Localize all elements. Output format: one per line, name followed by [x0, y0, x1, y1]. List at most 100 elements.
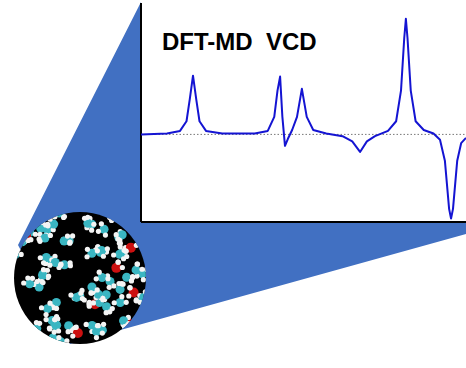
atom	[105, 276, 110, 281]
atom	[99, 221, 104, 226]
y-axis	[140, 3, 142, 222]
atom	[48, 333, 57, 342]
atom	[101, 322, 106, 327]
atom	[126, 321, 131, 326]
atom	[139, 267, 144, 272]
atom	[30, 276, 35, 281]
atom	[91, 300, 96, 305]
atom	[48, 233, 53, 238]
atom	[111, 283, 116, 288]
atom	[18, 237, 27, 246]
atom	[16, 244, 21, 249]
atom	[100, 330, 105, 335]
atom	[127, 285, 132, 290]
atom	[92, 327, 101, 336]
atom	[112, 300, 117, 305]
atom	[101, 254, 106, 259]
atom	[78, 291, 83, 296]
atom	[96, 229, 101, 234]
atom	[95, 323, 100, 328]
atom	[52, 317, 57, 322]
atom	[128, 218, 137, 227]
grid-line	[141, 134, 466, 135]
series	[141, 19, 466, 219]
atom	[10, 222, 15, 227]
atom	[62, 214, 67, 219]
atom	[40, 220, 45, 225]
atom	[100, 296, 105, 301]
atom	[84, 254, 89, 259]
atom	[143, 289, 148, 294]
x-axis	[141, 221, 466, 223]
atom	[21, 233, 26, 238]
atom	[52, 321, 61, 330]
atom	[52, 317, 57, 322]
atom	[120, 282, 125, 287]
atom	[126, 293, 131, 298]
atom	[31, 331, 36, 336]
atom	[41, 260, 46, 265]
atom	[121, 256, 126, 261]
atom	[16, 222, 21, 227]
molecules	[10, 209, 151, 351]
atom	[22, 232, 27, 237]
atom	[80, 296, 85, 301]
atom	[85, 247, 90, 252]
atom	[26, 220, 31, 225]
atom	[115, 259, 120, 264]
atom	[21, 280, 26, 285]
atom	[95, 287, 100, 292]
atom	[52, 214, 57, 219]
atom	[44, 337, 49, 342]
atom	[24, 230, 29, 235]
atom	[134, 261, 139, 266]
atom	[11, 225, 20, 234]
atom	[43, 312, 48, 317]
atom	[127, 285, 132, 290]
atom	[23, 339, 28, 344]
atom	[15, 247, 20, 252]
atom	[26, 220, 31, 225]
atom	[47, 263, 52, 268]
atom	[103, 232, 108, 237]
atom	[11, 222, 16, 227]
atom	[132, 265, 141, 274]
atom	[111, 252, 116, 257]
atom	[65, 234, 70, 239]
atom	[89, 290, 94, 295]
atom	[94, 276, 99, 281]
atom	[135, 261, 140, 266]
atom	[27, 228, 32, 233]
atom	[89, 228, 94, 233]
atom	[144, 267, 149, 272]
atom	[38, 271, 47, 280]
atom	[145, 299, 150, 304]
atom	[39, 279, 44, 284]
atom	[120, 265, 125, 270]
atom	[11, 250, 20, 259]
atom	[95, 323, 100, 328]
atom	[20, 330, 30, 340]
atom	[138, 212, 147, 221]
atom	[25, 275, 30, 280]
atom	[107, 309, 112, 314]
atom	[47, 326, 52, 331]
atom	[118, 244, 123, 249]
atom	[114, 232, 119, 237]
spectrum-line	[141, 19, 466, 219]
atom	[47, 326, 52, 331]
atom	[145, 210, 150, 215]
snapshot	[14, 212, 146, 344]
atom	[137, 300, 142, 305]
atom	[109, 218, 114, 223]
atom	[84, 322, 89, 327]
atom	[67, 239, 72, 244]
plot-area	[141, 3, 466, 222]
atom	[94, 335, 99, 340]
atom	[46, 274, 51, 279]
atom	[17, 334, 22, 339]
atom	[82, 216, 87, 221]
atom	[61, 215, 66, 220]
atom	[70, 233, 75, 238]
atom	[91, 222, 96, 227]
